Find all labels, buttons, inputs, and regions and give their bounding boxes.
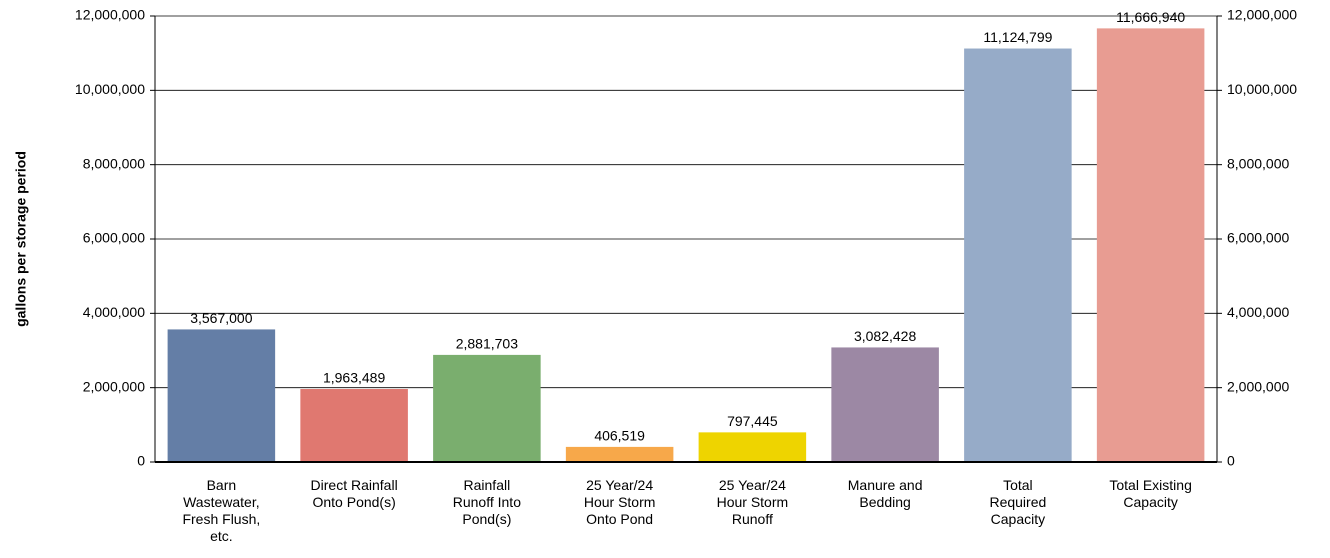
value-label: 11,666,940 <box>1116 9 1185 25</box>
y-tick-label: 0 <box>137 453 145 469</box>
value-label: 1,963,489 <box>323 370 385 386</box>
y-tick-label: 12,000,000 <box>75 7 145 23</box>
value-label: 11,124,799 <box>983 29 1052 45</box>
x-tick-label: 25 Year/24 Hour Storm Runoff <box>716 477 789 527</box>
y-tick-label: 8,000,000 <box>83 155 145 171</box>
y2-tick-label: 2,000,000 <box>1227 378 1289 394</box>
x-tick-label: Total Existing Capacity <box>1109 477 1192 510</box>
bar <box>1096 28 1205 463</box>
y-tick-label: 6,000,000 <box>83 230 145 246</box>
x-tick-label: Rainfall Runoff Into Pond(s) <box>452 477 521 527</box>
value-label: 406,519 <box>594 428 645 444</box>
value-label: 3,082,428 <box>854 328 916 344</box>
value-label: 797,445 <box>727 413 778 429</box>
y2-tick-label: 10,000,000 <box>1227 81 1297 97</box>
y2-tick-label: 6,000,000 <box>1227 230 1289 246</box>
y2-tick-label: 4,000,000 <box>1227 304 1289 320</box>
bar <box>831 347 939 462</box>
y2-tick-label: 12,000,000 <box>1227 7 1297 23</box>
y-tick-label: 4,000,000 <box>83 304 145 320</box>
bar <box>300 389 408 462</box>
x-tick-label: Barn Wastewater, Fresh Flush, etc. <box>182 477 261 544</box>
bar <box>167 329 276 462</box>
value-label: 3,567,000 <box>190 310 252 326</box>
bar <box>698 432 807 462</box>
y2-tick-label: 0 <box>1227 453 1235 469</box>
value-label: 2,881,703 <box>456 336 518 352</box>
y-tick-label: 2,000,000 <box>83 378 145 394</box>
x-tick-label: 25 Year/24 Hour Storm Onto Pond <box>583 477 656 527</box>
x-tick-label: Direct Rainfall Onto Pond(s) <box>310 477 398 510</box>
bar <box>964 48 1072 462</box>
bar <box>565 446 674 462</box>
y-tick-label: 10,000,000 <box>75 81 145 97</box>
y-axis-label: gallons per storage period <box>13 151 29 327</box>
x-tick-label: Total Required Capacity <box>989 477 1047 527</box>
bar <box>433 354 541 462</box>
x-tick-label: Manure and Bedding <box>847 477 923 510</box>
y2-tick-label: 8,000,000 <box>1227 155 1289 171</box>
